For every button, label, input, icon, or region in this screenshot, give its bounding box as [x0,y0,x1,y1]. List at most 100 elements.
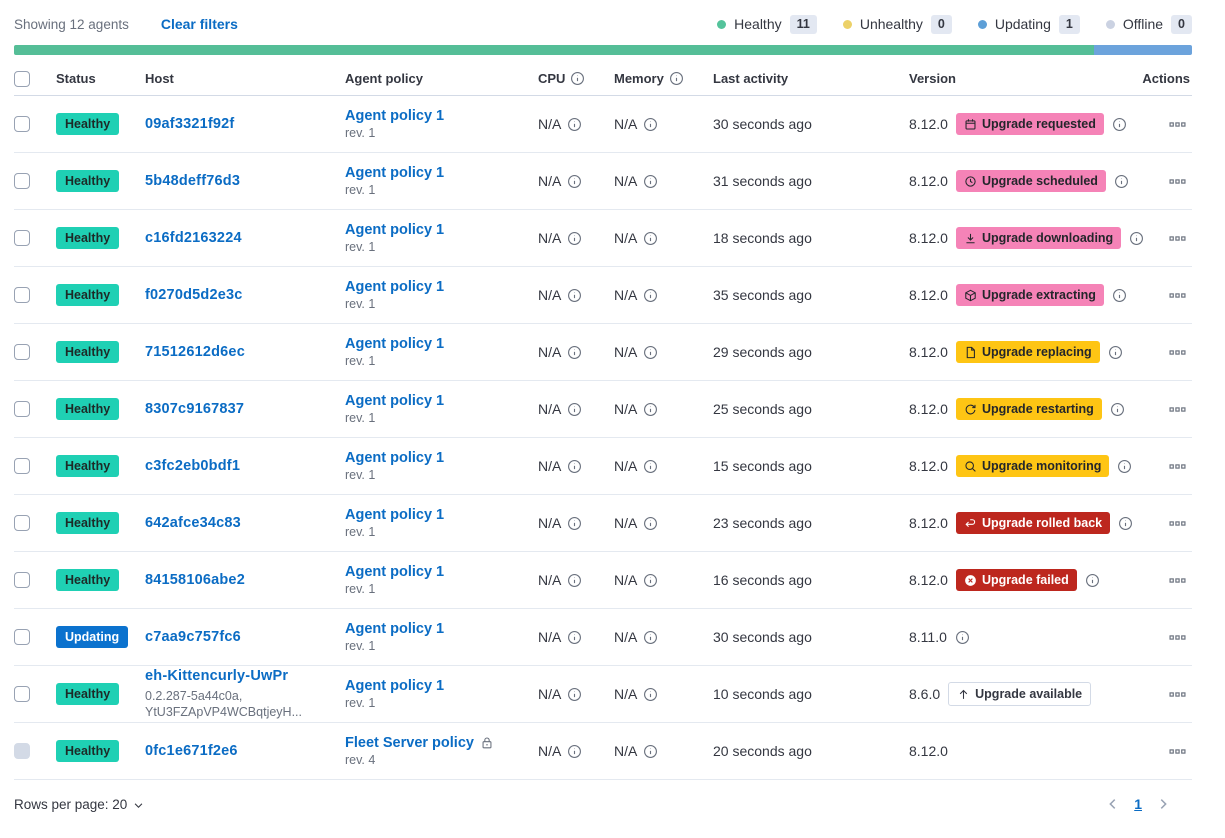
cpu-value-info-icon[interactable] [567,744,582,759]
agent-policy-link[interactable]: Agent policy 1 [345,621,445,637]
agent-policy-link[interactable]: Agent policy 1 [345,165,445,181]
select-all-checkbox[interactable] [14,70,30,87]
version-info-icon[interactable] [1112,117,1127,132]
row-actions-button[interactable] [1165,340,1190,365]
agent-policy-link[interactable]: Fleet Server policy [345,735,474,751]
next-page-icon[interactable] [1156,797,1170,811]
cpu-value-info-icon[interactable] [567,345,582,360]
cpu-value-info-icon[interactable] [567,402,582,417]
previous-page-icon[interactable] [1106,797,1120,811]
cpu-value-info-icon[interactable] [567,117,582,132]
row-actions-button[interactable] [1165,682,1190,707]
cpu-value-info-icon[interactable] [567,231,582,246]
row-actions-button[interactable] [1165,283,1190,308]
memory-value-info-icon[interactable] [643,288,658,303]
version-info-icon[interactable] [1129,231,1144,246]
agent-policy-link[interactable]: Agent policy 1 [345,279,445,295]
host-subtitle: 0.2.287-5a44c0a, YtU3FZApVP4WCBqtjeyH... [145,689,302,719]
agent-policy-link[interactable]: Agent policy 1 [345,393,445,409]
host-link[interactable]: f0270d5d2e3c [145,287,243,303]
cpu-value: N/A [538,743,562,759]
row-actions-button[interactable] [1165,511,1190,536]
version-info-icon[interactable] [1114,174,1129,189]
agent-policy-link[interactable]: Agent policy 1 [345,678,445,694]
memory-value: N/A [614,629,638,645]
memory-value-info-icon[interactable] [643,231,658,246]
row-actions-button[interactable] [1165,568,1190,593]
agent-policy-link[interactable]: Agent policy 1 [345,507,445,523]
cpu-value-info-icon[interactable] [567,288,582,303]
cpu-value-info-icon[interactable] [567,573,582,588]
row-actions-button[interactable] [1165,397,1190,422]
memory-value-info-icon[interactable] [643,402,658,417]
row-checkbox[interactable] [14,458,30,474]
row-checkbox[interactable] [14,515,30,531]
row-actions-button[interactable] [1165,112,1190,137]
row-actions-button[interactable] [1165,169,1190,194]
host-link[interactable]: c16fd2163224 [145,230,242,246]
version-info-icon[interactable] [1108,345,1123,360]
cpu-value-info-icon[interactable] [567,174,582,189]
row-checkbox[interactable] [14,344,30,360]
agent-policy-link[interactable]: Agent policy 1 [345,450,445,466]
memory-value-info-icon[interactable] [643,345,658,360]
host-link[interactable]: 84158106abe2 [145,572,245,588]
version-info-icon[interactable] [1110,402,1125,417]
row-checkbox[interactable] [14,629,30,645]
version-info-icon[interactable] [1112,288,1127,303]
rows-per-page-selector[interactable]: Rows per page: 20 [14,797,144,812]
table-row: Healthy 09af3321f92f Agent policy 1 rev.… [14,96,1192,153]
row-actions-button[interactable] [1165,739,1190,764]
memory-value-info-icon[interactable] [643,459,658,474]
status-badge: Healthy [56,341,120,363]
memory-value-info-icon[interactable] [643,516,658,531]
cpu-value-info-icon[interactable] [567,630,582,645]
row-actions-button[interactable] [1165,625,1190,650]
host-link[interactable]: 71512612d6ec [145,344,245,360]
legend-count-badge: 1 [1058,14,1080,34]
table-row: Healthy c16fd2163224 Agent policy 1 rev.… [14,210,1192,267]
page-number[interactable]: 1 [1134,796,1142,812]
version-info-icon[interactable] [1117,459,1132,474]
version-info-icon[interactable] [1085,573,1100,588]
row-checkbox[interactable] [14,116,30,132]
policy-revision: rev. 1 [345,468,376,482]
host-link[interactable]: 642afce34c83 [145,515,241,531]
version-info-icon[interactable] [1118,516,1133,531]
row-actions-button[interactable] [1165,454,1190,479]
memory-value-info-icon[interactable] [643,744,658,759]
row-checkbox[interactable] [14,287,30,303]
host-link[interactable]: 0fc1e671f2e6 [145,743,238,759]
upgrade-badge: Upgrade scheduled [955,170,1106,192]
memory-value-info-icon[interactable] [643,687,658,702]
row-actions-button[interactable] [1165,226,1190,251]
cpu-value-info-icon[interactable] [567,516,582,531]
host-link[interactable]: eh-Kittencurly-UwPr [145,668,289,684]
upgrade-badge-label: Upgrade replacing [981,345,1092,359]
memory-value-info-icon[interactable] [643,174,658,189]
host-link[interactable]: 8307c9167837 [145,401,245,417]
agent-policy-link[interactable]: Agent policy 1 [345,222,445,238]
memory-value-info-icon[interactable] [643,630,658,645]
cpu-info-icon[interactable] [570,71,585,86]
version-info-icon[interactable] [955,630,970,645]
memory-value-info-icon[interactable] [643,573,658,588]
memory-info-icon[interactable] [669,71,684,86]
row-checkbox[interactable] [14,173,30,189]
row-checkbox[interactable] [14,401,30,417]
memory-value-info-icon[interactable] [643,117,658,132]
row-checkbox[interactable] [14,572,30,588]
agent-policy-link[interactable]: Agent policy 1 [345,564,445,580]
cpu-value-info-icon[interactable] [567,687,582,702]
cpu-value: N/A [538,401,562,417]
agent-policy-link[interactable]: Agent policy 1 [345,336,445,352]
host-link[interactable]: 5b48deff76d3 [145,173,241,189]
host-link[interactable]: 09af3321f92f [145,116,235,132]
cpu-value-info-icon[interactable] [567,459,582,474]
row-checkbox[interactable] [14,230,30,246]
host-link[interactable]: c7aa9c757fc6 [145,629,241,645]
agent-policy-link[interactable]: Agent policy 1 [345,108,445,124]
clear-filters-link[interactable]: Clear filters [160,16,238,32]
host-link[interactable]: c3fc2eb0bdf1 [145,458,241,474]
row-checkbox[interactable] [14,686,30,702]
